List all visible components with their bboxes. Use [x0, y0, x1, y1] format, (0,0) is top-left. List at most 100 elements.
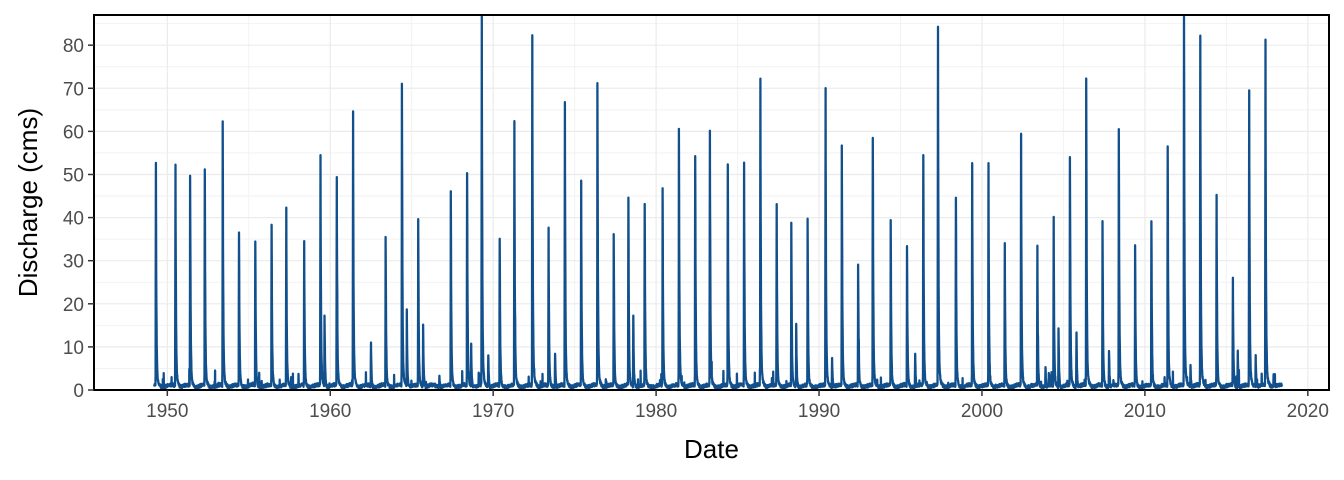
discharge-line: [153, 13, 1283, 390]
peak-point: [487, 354, 490, 357]
peak-point: [1150, 221, 1153, 223]
y-tick-label: 80: [63, 36, 84, 57]
y-tick-label: 30: [63, 252, 84, 273]
peak-point: [1199, 35, 1202, 38]
peak-point: [857, 264, 859, 266]
peak-point: [937, 27, 939, 29]
peak-point: [1248, 91, 1250, 94]
peak-point: [1057, 328, 1060, 331]
peak-point: [352, 113, 354, 115]
peak-point: [323, 315, 326, 318]
peak-point: [906, 246, 908, 249]
peak-point: [824, 87, 827, 90]
peak-point: [285, 208, 288, 210]
peak-point: [795, 324, 798, 327]
peak-point: [401, 83, 403, 85]
peak-point: [513, 121, 516, 124]
peak-point: [922, 156, 925, 159]
peak-point: [1044, 367, 1047, 370]
peak-point: [643, 203, 646, 206]
peak-point: [971, 165, 973, 167]
x-axis: 1950 1960 1970 1980 1990 2000 2010 2020: [146, 390, 1329, 422]
peak-point: [1272, 376, 1275, 378]
peak-point: [889, 221, 892, 223]
y-tick-label: 40: [63, 209, 84, 230]
plot-panel-border: [93, 14, 1330, 391]
peak-point: [1189, 367, 1192, 370]
x-tick-label: 1960: [309, 401, 351, 422]
peak-point: [254, 242, 257, 245]
peak-point: [632, 315, 635, 318]
peak-point: [1118, 130, 1120, 133]
x-tick-label: 1950: [146, 401, 188, 422]
peak-point: [564, 104, 566, 107]
peak-point: [596, 83, 599, 85]
peak-point: [406, 311, 408, 314]
x-tick-label: 2010: [1124, 401, 1166, 422]
peak-point: [743, 165, 745, 167]
peak-point: [1075, 333, 1078, 335]
peak-point: [1108, 350, 1110, 353]
peak-point: [790, 225, 793, 228]
peak-point: [335, 177, 338, 180]
x-tick-label: 2020: [1287, 401, 1329, 422]
peak-point: [871, 139, 874, 141]
peak-point: [370, 341, 372, 344]
peak-point: [466, 173, 468, 176]
peak-point: [694, 156, 697, 159]
peak-point: [1020, 134, 1022, 137]
peak-point: [417, 221, 420, 223]
y-tick-label: 10: [63, 338, 84, 359]
x-axis-title: Date: [684, 434, 739, 464]
y-axis-title: Discharge (cms): [13, 108, 43, 297]
peak-point: [422, 324, 424, 327]
peak-point: [174, 165, 177, 167]
peak-point: [775, 203, 778, 206]
peak-point: [709, 130, 711, 133]
peak-point: [384, 238, 387, 240]
peak-point: [1254, 354, 1257, 357]
peak-point: [238, 234, 240, 236]
peak-point: [1036, 246, 1039, 249]
peak-point: [554, 354, 556, 357]
peak-point: [438, 376, 441, 378]
peak-point: [1134, 246, 1136, 249]
peak-point: [955, 199, 957, 202]
peak-point: [450, 190, 452, 193]
peak-point: [531, 35, 534, 38]
peak-point: [627, 199, 630, 202]
peak-point: [726, 165, 729, 167]
peak-point: [914, 354, 916, 357]
peak-point: [155, 177, 157, 180]
peak-point: [1085, 78, 1088, 81]
x-tick-label: 2000: [961, 401, 1003, 422]
peak-point: [1069, 156, 1071, 159]
peak-point: [1101, 221, 1104, 223]
y-tick-label: 50: [63, 165, 84, 186]
x-tick-label: 1980: [635, 401, 677, 422]
y-axis: 0 10 20 30 40 50 60 70 80: [63, 36, 94, 402]
y-tick-label: 20: [63, 295, 84, 316]
peak-point: [759, 78, 762, 81]
peak-point: [221, 121, 224, 124]
y-tick-label: 0: [73, 381, 84, 402]
peak-point: [303, 242, 305, 245]
x-tick-label: 1970: [472, 401, 514, 422]
y-tick-label: 70: [63, 79, 84, 100]
peak-point: [319, 156, 322, 159]
peak-point: [841, 147, 843, 150]
peak-point: [547, 229, 550, 232]
peak-point: [612, 234, 615, 236]
peak-point: [580, 182, 582, 184]
y-tick-label: 60: [63, 122, 84, 143]
peak-point: [1236, 350, 1239, 353]
peak-point: [1052, 216, 1055, 219]
peak-point: [987, 165, 990, 167]
peak-point: [1264, 40, 1267, 42]
peak-point: [806, 221, 809, 223]
peak-point: [189, 177, 191, 180]
peak-point: [1003, 242, 1006, 245]
peak-point: [270, 225, 273, 228]
peak-point: [1183, 18, 1185, 21]
